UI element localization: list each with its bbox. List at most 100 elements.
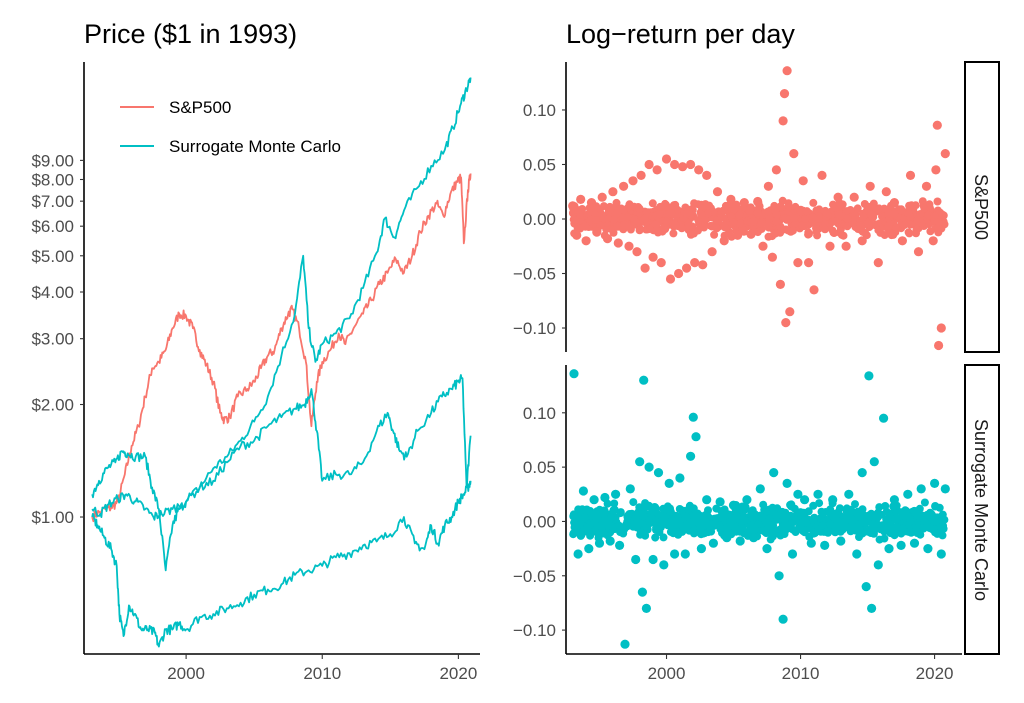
facet-background-point — [708, 222, 716, 231]
facet-data-point — [746, 229, 756, 239]
facet-data-point — [930, 478, 940, 488]
facet-data-point — [936, 549, 946, 559]
facet-background-point — [651, 533, 660, 542]
facet-background-point — [613, 209, 622, 218]
facet-background-point — [828, 226, 837, 235]
facet-background-point — [663, 502, 672, 511]
facet-data-point — [884, 544, 894, 554]
facet-data-point — [844, 489, 854, 499]
facet-background-point — [655, 518, 664, 527]
facet-background-point — [619, 206, 628, 215]
facet-background-point — [569, 215, 578, 224]
facet-data-point — [586, 198, 597, 208]
returns-panel: Log−return per day 0.10 0.05 0.00 −0.05 −0.1… — [513, 19, 1000, 683]
facet-data-point — [624, 241, 634, 251]
facet-data-point — [833, 192, 843, 202]
facet-surrogate: 0.10 0.05 0.00 −0.05 −0.10 Surrogate Monte C… — [513, 364, 1000, 655]
facet-background-point — [715, 513, 724, 522]
facet-data-point — [940, 149, 950, 159]
facet-background-point — [599, 214, 608, 223]
facet-background-point — [805, 229, 813, 238]
facet-background-point — [768, 532, 777, 541]
facet-strip-sp500-label: S&P500 — [971, 174, 991, 240]
facet-data-point — [702, 170, 712, 180]
facet-background-point — [688, 527, 697, 536]
returns-y-tick-label: 0.00 — [523, 512, 556, 531]
price-x-tick-label: 2000 — [167, 664, 205, 683]
facet-data-point — [931, 165, 941, 175]
facet-background-point — [694, 226, 702, 235]
facet-background-point — [859, 212, 868, 221]
facet-data-point — [936, 323, 946, 333]
facet-data-point — [867, 603, 877, 614]
returns-y-tick-label: −0.10 — [513, 319, 556, 338]
facet-data-point — [869, 457, 879, 467]
facet-data-point — [664, 478, 674, 488]
facet-background-point — [684, 219, 693, 228]
facet-background-point — [732, 512, 741, 521]
facet-background-point — [763, 525, 772, 533]
facet-background-point — [857, 223, 866, 232]
price-x-tick-label: 2010 — [303, 664, 341, 683]
facet-data-point — [613, 238, 623, 248]
returns-panel-title: Log−return per day — [566, 19, 795, 49]
facet-background-point — [884, 523, 893, 532]
facet-background-point — [710, 230, 719, 239]
facet-data-point — [782, 66, 792, 76]
facet-data-point — [581, 236, 591, 246]
facet-background-point — [809, 198, 818, 207]
facet-sp500-y-ticks: 0.10 0.05 0.00 −0.05 −0.10 — [513, 101, 566, 338]
facet-data-point — [589, 495, 599, 505]
facet-data-point — [800, 495, 810, 505]
facet-data-point — [809, 285, 819, 295]
facet-data-point — [652, 165, 662, 175]
facet-data-point — [782, 478, 792, 488]
facet-data-point — [696, 544, 707, 554]
facet-data-point — [631, 554, 641, 565]
facet-background-point — [752, 513, 761, 522]
facet-background-point — [772, 217, 781, 226]
facet-data-point — [605, 536, 615, 546]
facet-background-point — [869, 513, 878, 522]
facet-data-point — [592, 227, 602, 237]
price-panel: Price ($1 in 1993) $1.00$2.00$3.00$4.00$… — [31, 19, 480, 683]
facet-data-point — [584, 544, 594, 554]
facet-background-point — [635, 518, 644, 527]
facet-data-point — [865, 181, 875, 191]
facet-data-point — [691, 432, 701, 442]
facet-background-point — [673, 205, 682, 214]
facet-data-point — [648, 554, 658, 565]
facet-data-point — [913, 247, 924, 257]
facet-data-point — [619, 181, 629, 191]
facet-data-point — [817, 170, 827, 180]
facet-background-point — [671, 220, 680, 229]
facet-data-point — [793, 258, 803, 268]
facet-data-point — [708, 538, 719, 548]
facet-background-point — [773, 511, 782, 520]
facet-data-point — [889, 495, 900, 505]
price-y-tick-label: $9.00 — [31, 151, 74, 170]
facet-background-point — [928, 511, 937, 520]
facet-data-point — [597, 192, 607, 202]
facet-data-point — [739, 198, 749, 208]
facet-background-point — [843, 222, 852, 231]
facet-background-point — [729, 218, 738, 227]
facet-data-point — [707, 247, 717, 257]
facet-background-point — [597, 527, 606, 536]
returns-y-tick-label: 0.05 — [523, 458, 556, 477]
facet-background-point — [635, 204, 644, 213]
facet-strip-sp500 — [964, 61, 1000, 353]
returns-y-tick-label: −0.05 — [513, 567, 556, 586]
facet-data-point — [804, 258, 814, 268]
facet-data-point — [686, 159, 696, 170]
facet-data-point — [755, 484, 765, 494]
facet-background-point — [906, 517, 915, 526]
facet-background-point — [846, 505, 855, 514]
facet-background-point — [937, 526, 946, 535]
facet-data-point — [828, 495, 838, 505]
facet-background-point — [699, 529, 708, 538]
facet-background-point — [754, 520, 763, 528]
facet-data-point — [861, 582, 871, 592]
facet-data-point — [680, 549, 690, 559]
facet-background-point — [623, 519, 631, 528]
